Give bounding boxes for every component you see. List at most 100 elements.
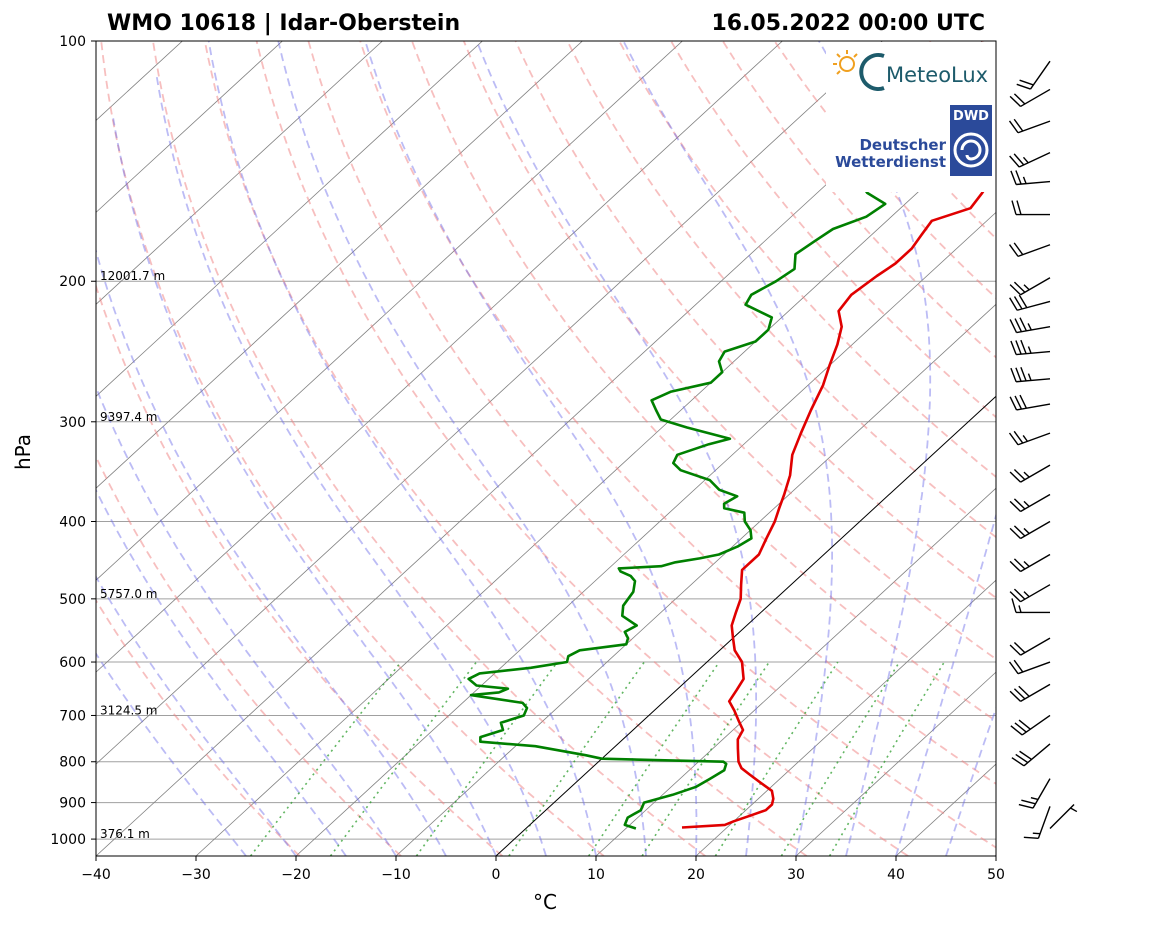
x-tick-label: 50	[987, 867, 1005, 883]
zero-isotherm-line	[495, 395, 996, 856]
mixing-ratio-line	[508, 661, 645, 856]
y-tick-label: 1000	[50, 832, 86, 848]
wind-barb	[1010, 714, 1051, 736]
chart-title-time: 16.05.2022 00:00 UTC	[711, 11, 985, 36]
y-tick-label: 800	[59, 755, 86, 771]
moist-adiabat	[112, 118, 497, 856]
isotherm-line	[595, 487, 996, 856]
wind-barb	[1011, 598, 1050, 614]
dwd-logo-line1: Deutscher	[859, 136, 946, 154]
moist-adiabat	[895, 512, 996, 856]
mixing-ratio-line	[780, 661, 901, 856]
y-tick-label: 200	[59, 274, 86, 290]
moist-adiabat	[622, 41, 833, 856]
zero-isotherm	[495, 395, 996, 856]
dry-adiabat	[203, 41, 808, 856]
dry-adiabat	[96, 454, 402, 856]
dry-adiabat	[411, 41, 996, 723]
mixing-ratio-line	[329, 661, 478, 856]
wind-barb	[1011, 743, 1051, 767]
wind-barb	[1009, 520, 1051, 540]
y-tick-label: 600	[59, 655, 86, 671]
dry-adiabat	[359, 41, 996, 785]
plot-area: MeteoLux DWD Deutscher Wetterdienst	[0, 23, 1160, 856]
isotherm-line	[96, 41, 783, 673]
dry-adiabat	[1069, 23, 1160, 856]
wind-barb	[1009, 88, 1051, 108]
wind-barb	[1010, 170, 1051, 186]
isotherm-line	[96, 41, 383, 305]
height-label: 3124.5 m	[100, 703, 158, 717]
moist-adiabat	[96, 385, 397, 856]
y-tick-label: 900	[59, 796, 86, 812]
x-tick-label: 40	[887, 867, 905, 883]
plot-frame	[95, 40, 997, 857]
isotherm-line	[695, 579, 996, 856]
dry-adiabat	[152, 41, 706, 856]
chart-title-station: WMO 10618 | Idar-Oberstein	[107, 11, 460, 36]
dry-adiabat	[100, 41, 605, 856]
isotherm-line	[795, 671, 996, 856]
mixing-ratio-line	[641, 661, 770, 856]
isotherm-line	[1096, 23, 1160, 856]
height-label: 376.1 m	[100, 827, 150, 841]
wind-barb	[1009, 294, 1051, 311]
dry-adiabat	[96, 598, 301, 856]
x-tick-label: −30	[181, 867, 211, 883]
x-tick-label: 20	[687, 867, 705, 883]
dry-adiabat	[307, 41, 996, 849]
isotherm-line	[395, 303, 996, 856]
moist-adiabat	[96, 247, 447, 856]
wind-barb	[1018, 778, 1051, 809]
dry-adiabat	[1018, 23, 1160, 856]
wind-barb	[1009, 637, 1051, 656]
moist-adiabat	[277, 41, 647, 856]
isotherm-line	[96, 41, 483, 397]
wind-barb	[1011, 200, 1050, 216]
wind-barb	[1009, 277, 1051, 296]
pressure-gridlines	[96, 41, 996, 840]
temperature-trace	[681, 177, 996, 829]
dry-adiabat	[669, 41, 996, 419]
isotherm-line	[96, 41, 583, 489]
wind-barb	[1009, 317, 1051, 334]
y-tick-label: 700	[59, 708, 86, 724]
isotherm-line	[96, 41, 883, 765]
wind-barb	[1049, 803, 1078, 830]
meteolux-swirl-icon	[859, 53, 885, 91]
dry-adiabat	[96, 283, 504, 856]
y-tick-label: 400	[59, 514, 86, 530]
wind-barb	[1010, 339, 1051, 356]
x-tick-label: 0	[492, 867, 501, 883]
dwd-spiral-icon	[953, 132, 989, 168]
wind-barb	[1009, 493, 1051, 513]
meteolux-logo-text: MeteoLux	[886, 63, 988, 87]
y-axis-label: hPa	[11, 434, 35, 470]
dry-adiabat	[566, 41, 996, 539]
isotherm-line	[96, 41, 283, 213]
logo-panel: MeteoLux DWD Deutscher Wetterdienst	[826, 42, 996, 192]
wind-barb	[1023, 806, 1051, 840]
sun-icon	[833, 50, 858, 75]
sounding-traces	[467, 83, 996, 830]
height-labels: 12001.7 m 9397.4 m 5757.0 m 3124.5 m 376.1 m	[100, 269, 165, 841]
moist-adiabat	[817, 41, 932, 856]
dry-adiabat	[255, 41, 909, 856]
wind-barb	[1009, 584, 1051, 603]
y-tick-label: 300	[59, 415, 86, 431]
x-tick-label: 30	[787, 867, 805, 883]
x-axis-ticks: −40 −30 −20 −10 0 10 20 30 40 50	[81, 856, 1005, 883]
wind-barb	[1008, 659, 1051, 675]
wind-barb	[1009, 464, 1051, 483]
wind-barb	[1008, 430, 1051, 446]
dry-adiabat	[462, 41, 996, 661]
moist-adiabat	[364, 41, 698, 856]
moist-adiabat	[155, 73, 547, 856]
wind-barb	[1008, 242, 1051, 258]
mixing-ratio-line	[588, 661, 720, 856]
dewpoint-trace	[467, 83, 996, 830]
isotherm-line	[0, 23, 2, 856]
moist-adiabat	[96, 652, 247, 856]
dwd-logo-line2: Wetterdienst	[835, 153, 946, 171]
